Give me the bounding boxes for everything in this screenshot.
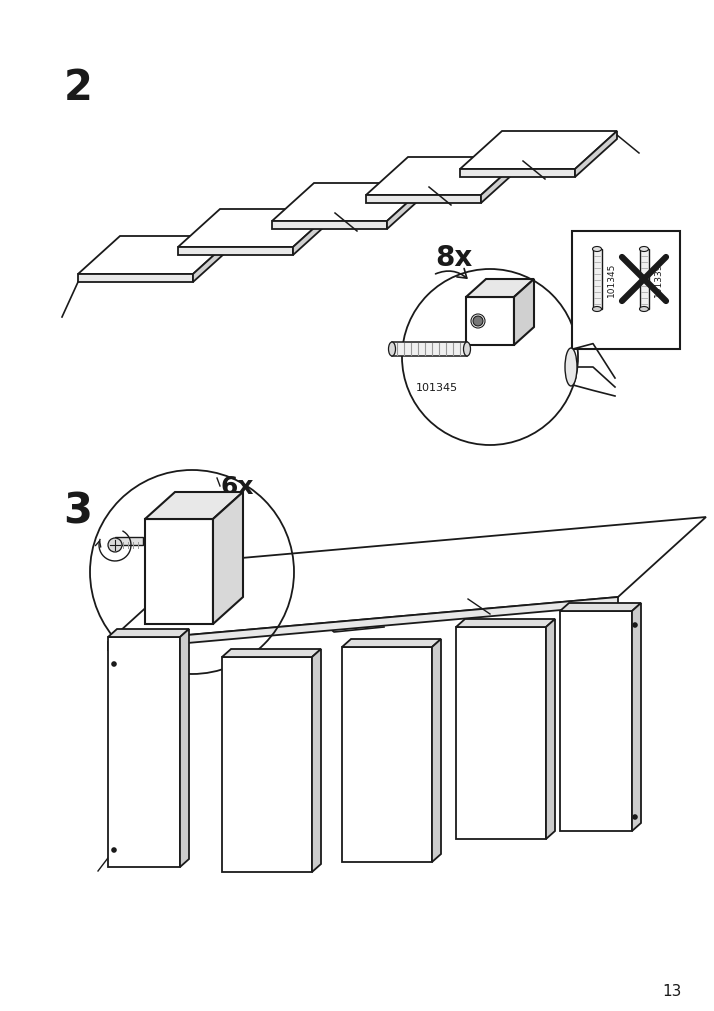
Polygon shape xyxy=(466,280,534,297)
Polygon shape xyxy=(312,649,321,872)
Polygon shape xyxy=(272,221,387,229)
Polygon shape xyxy=(342,647,432,862)
Polygon shape xyxy=(481,158,523,204)
Polygon shape xyxy=(108,637,180,867)
Polygon shape xyxy=(180,630,189,867)
Polygon shape xyxy=(514,280,534,346)
Ellipse shape xyxy=(463,343,471,357)
Ellipse shape xyxy=(640,307,648,312)
Ellipse shape xyxy=(593,248,601,253)
Bar xyxy=(572,232,680,350)
Text: 101339: 101339 xyxy=(654,263,663,297)
Bar xyxy=(640,250,649,309)
Polygon shape xyxy=(293,210,335,256)
Ellipse shape xyxy=(388,343,396,357)
Circle shape xyxy=(108,539,122,552)
Polygon shape xyxy=(387,184,429,229)
Polygon shape xyxy=(193,237,235,283)
Polygon shape xyxy=(272,184,429,221)
Text: 101345: 101345 xyxy=(416,382,458,392)
Polygon shape xyxy=(78,237,235,275)
Polygon shape xyxy=(632,604,641,831)
FancyArrowPatch shape xyxy=(436,269,467,279)
Polygon shape xyxy=(108,598,618,650)
Polygon shape xyxy=(560,612,632,831)
Polygon shape xyxy=(366,196,481,204)
Bar xyxy=(392,343,467,357)
Polygon shape xyxy=(108,630,189,637)
Circle shape xyxy=(111,847,117,853)
Text: 3: 3 xyxy=(64,490,93,533)
Ellipse shape xyxy=(640,248,648,253)
Polygon shape xyxy=(178,210,335,248)
Bar xyxy=(115,538,143,546)
Text: 13: 13 xyxy=(663,984,682,999)
Polygon shape xyxy=(466,297,514,346)
Polygon shape xyxy=(460,131,617,170)
Circle shape xyxy=(473,316,483,327)
Polygon shape xyxy=(460,170,575,178)
Polygon shape xyxy=(560,604,641,612)
Polygon shape xyxy=(432,639,441,862)
Circle shape xyxy=(632,623,638,628)
Text: 8x: 8x xyxy=(435,244,472,272)
Polygon shape xyxy=(546,620,555,839)
Polygon shape xyxy=(78,275,193,283)
Polygon shape xyxy=(456,620,555,628)
Circle shape xyxy=(632,815,638,820)
Polygon shape xyxy=(456,628,546,839)
Circle shape xyxy=(111,661,117,667)
Ellipse shape xyxy=(593,307,601,312)
Ellipse shape xyxy=(565,349,577,386)
Polygon shape xyxy=(145,520,213,625)
Polygon shape xyxy=(213,492,243,625)
Polygon shape xyxy=(222,649,321,657)
Text: 2: 2 xyxy=(64,67,92,109)
Text: 101345: 101345 xyxy=(607,263,616,297)
Polygon shape xyxy=(366,158,523,196)
Polygon shape xyxy=(575,131,617,178)
Bar xyxy=(593,250,602,309)
Polygon shape xyxy=(108,518,706,642)
Polygon shape xyxy=(222,657,312,872)
Polygon shape xyxy=(178,248,293,256)
Polygon shape xyxy=(342,639,441,647)
Polygon shape xyxy=(145,492,243,520)
Text: 6x: 6x xyxy=(220,474,253,498)
